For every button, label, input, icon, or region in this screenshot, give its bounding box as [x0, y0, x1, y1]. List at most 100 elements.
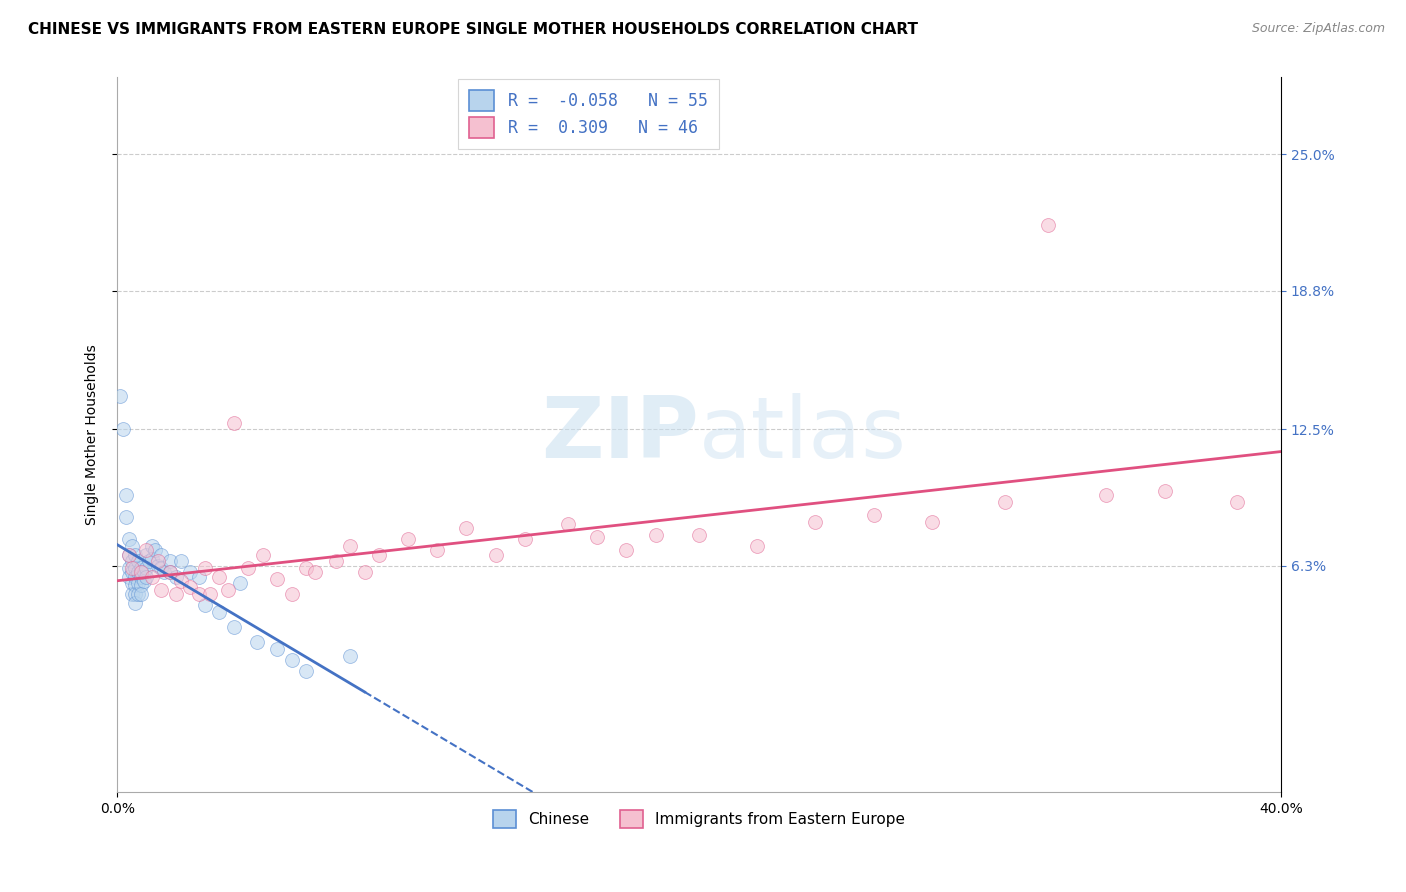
Point — [124, 560, 146, 574]
Point — [1153, 483, 1175, 498]
Text: ZIP: ZIP — [541, 393, 699, 476]
Point — [150, 582, 173, 597]
Point — [557, 516, 579, 531]
Point — [121, 539, 143, 553]
Legend: Chinese, Immigrants from Eastern Europe: Chinese, Immigrants from Eastern Europe — [486, 804, 911, 834]
Point — [179, 565, 201, 579]
Point — [129, 578, 152, 592]
Point — [118, 548, 141, 562]
Point — [353, 565, 375, 579]
Point — [688, 527, 710, 541]
Point — [238, 560, 260, 574]
Point — [127, 565, 149, 579]
Y-axis label: Single Mother Households: Single Mother Households — [86, 344, 100, 525]
Point — [112, 422, 135, 436]
Point — [396, 532, 419, 546]
Point — [121, 565, 143, 579]
Point — [118, 532, 141, 546]
Point — [208, 569, 231, 583]
Point — [295, 664, 318, 678]
Point — [138, 554, 160, 568]
Point — [115, 488, 138, 502]
Point — [426, 543, 449, 558]
Point — [127, 554, 149, 568]
Point — [200, 587, 222, 601]
Point — [921, 515, 943, 529]
Point — [143, 543, 166, 558]
Point — [194, 598, 217, 612]
Point — [150, 560, 173, 574]
Point — [339, 648, 361, 663]
Point — [159, 565, 181, 579]
Point — [121, 587, 143, 601]
Point — [187, 587, 209, 601]
Point — [644, 527, 666, 541]
Point — [304, 565, 326, 579]
Point — [208, 605, 231, 619]
Point — [118, 548, 141, 562]
Point — [129, 565, 152, 579]
Point — [187, 569, 209, 583]
Point — [124, 569, 146, 583]
Point — [281, 587, 304, 601]
Point — [295, 560, 318, 574]
Point — [159, 565, 181, 579]
Point — [121, 554, 143, 568]
Point — [339, 539, 361, 553]
Point — [146, 558, 169, 573]
Point — [127, 587, 149, 601]
Point — [124, 587, 146, 601]
Point — [110, 389, 132, 403]
Point — [194, 560, 217, 574]
Point — [862, 508, 884, 522]
Point — [252, 548, 274, 562]
Point — [153, 565, 176, 579]
Point — [121, 560, 143, 574]
Point — [118, 560, 141, 574]
Point — [1038, 218, 1060, 232]
Point — [325, 554, 347, 568]
Point — [135, 543, 157, 558]
Point — [281, 653, 304, 667]
Text: atlas: atlas — [699, 393, 907, 476]
Point — [266, 642, 288, 657]
Point — [132, 574, 155, 588]
Point — [129, 587, 152, 601]
Point — [170, 574, 193, 588]
Text: Source: ZipAtlas.com: Source: ZipAtlas.com — [1251, 22, 1385, 36]
Point — [616, 543, 638, 558]
Point — [993, 495, 1015, 509]
Point — [456, 521, 478, 535]
Point — [586, 530, 609, 544]
Point — [165, 587, 187, 601]
Point — [146, 554, 169, 568]
Point — [484, 548, 506, 562]
Point — [129, 560, 152, 574]
Point — [141, 552, 163, 566]
Point — [129, 569, 152, 583]
Point — [222, 620, 245, 634]
Point — [170, 554, 193, 568]
Point — [135, 560, 157, 574]
Point — [228, 576, 250, 591]
Point — [1095, 488, 1118, 502]
Point — [127, 576, 149, 591]
Point — [115, 510, 138, 524]
Point — [118, 569, 141, 583]
Point — [513, 532, 536, 546]
Point — [222, 416, 245, 430]
Point — [747, 539, 769, 553]
Point — [141, 539, 163, 553]
Point — [135, 569, 157, 583]
Text: CHINESE VS IMMIGRANTS FROM EASTERN EUROPE SINGLE MOTHER HOUSEHOLDS CORRELATION C: CHINESE VS IMMIGRANTS FROM EASTERN EUROP… — [28, 22, 918, 37]
Point — [124, 596, 146, 610]
Point — [266, 572, 288, 586]
Point — [179, 581, 201, 595]
Point — [121, 576, 143, 591]
Point — [150, 548, 173, 562]
Point — [217, 582, 239, 597]
Point — [124, 548, 146, 562]
Point — [246, 635, 269, 649]
Point — [1226, 495, 1249, 509]
Point — [141, 569, 163, 583]
